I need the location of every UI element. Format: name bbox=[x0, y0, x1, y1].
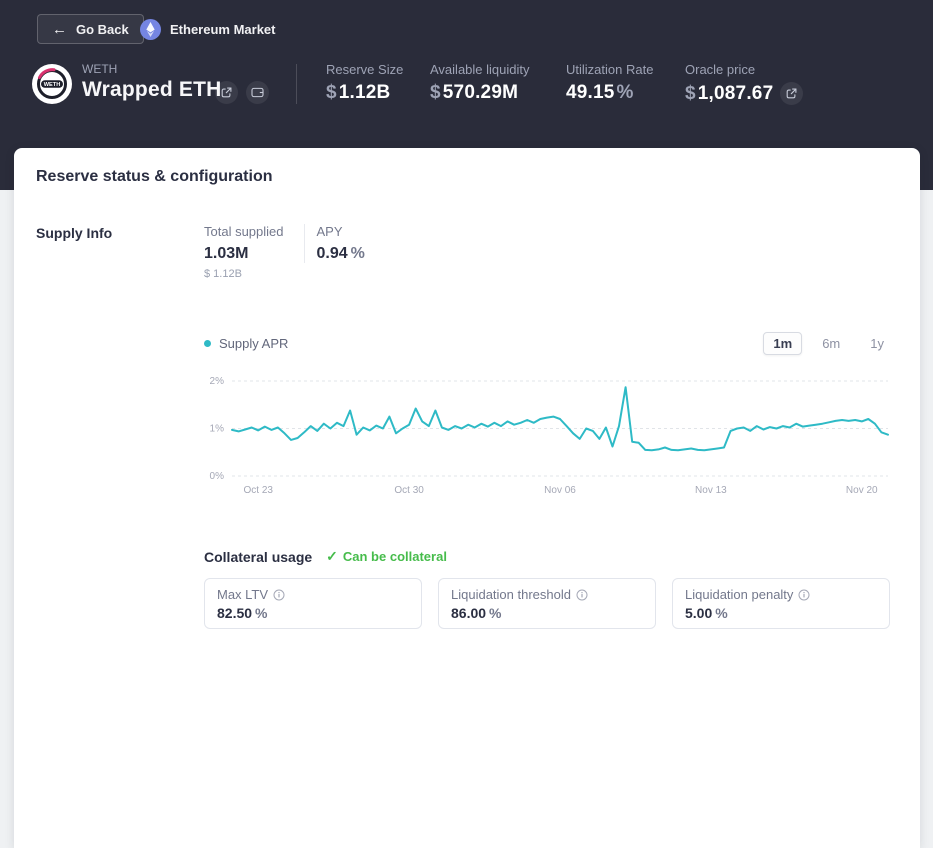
go-back-button[interactable]: ← Go Back bbox=[37, 14, 144, 44]
stat-utilization-rate: Utilization Rate 49.15% bbox=[566, 62, 654, 103]
info-icon[interactable] bbox=[273, 589, 285, 601]
supply-metrics: Total supplied 1.03M $ 1.12B APY 0.94% bbox=[204, 224, 898, 280]
svg-text:Oct 23: Oct 23 bbox=[244, 485, 274, 496]
svg-text:1%: 1% bbox=[210, 424, 225, 435]
stat-label: Oracle price bbox=[685, 62, 756, 77]
liquidation-penalty-box: Liquidation penalty 5.00% bbox=[672, 578, 890, 629]
external-link-button[interactable] bbox=[215, 81, 238, 104]
svg-text:2%: 2% bbox=[210, 376, 225, 387]
range-6m-button[interactable]: 6m bbox=[822, 336, 841, 351]
svg-text:0%: 0% bbox=[210, 471, 225, 482]
stat-available-liquidity: Available liquidity $570.29M bbox=[430, 62, 530, 103]
stat-value: 1.12B bbox=[338, 82, 391, 103]
header-divider bbox=[296, 64, 297, 104]
time-range-selector: 1m 6m 1y bbox=[763, 332, 894, 355]
collateral-usage-label: Collateral usage bbox=[204, 548, 313, 565]
max-ltv-box: Max LTV 82.50% bbox=[204, 578, 422, 629]
metric-apy: APY 0.94% bbox=[303, 224, 385, 263]
token-symbol: WETH bbox=[82, 62, 118, 76]
stat-value: 570.29M bbox=[442, 82, 519, 103]
svg-text:Nov 06: Nov 06 bbox=[544, 485, 576, 496]
check-icon: ✓ bbox=[326, 548, 338, 564]
go-back-label: Go Back bbox=[76, 21, 129, 37]
info-icon[interactable] bbox=[576, 589, 588, 601]
legend-label: Supply APR bbox=[219, 336, 289, 351]
stat-reserve-size: Reserve Size $1.12B bbox=[326, 62, 404, 103]
range-1y-button[interactable]: 1y bbox=[870, 336, 884, 351]
market-name: Ethereum Market bbox=[170, 21, 276, 37]
oracle-external-link-button[interactable] bbox=[780, 82, 804, 105]
stat-value: 1,087.67 bbox=[697, 82, 774, 104]
svg-text:WETH: WETH bbox=[44, 82, 60, 88]
svg-text:Nov 20: Nov 20 bbox=[846, 485, 878, 496]
metric-total-supplied: Total supplied 1.03M $ 1.12B bbox=[204, 224, 284, 280]
legend-dot-icon bbox=[204, 340, 211, 347]
stat-label: Available liquidity bbox=[430, 62, 530, 77]
collateral-status-badge: ✓ Can be collateral bbox=[326, 548, 447, 564]
breadcrumb[interactable]: Ethereum Market bbox=[140, 14, 275, 44]
weth-token-icon: WETH bbox=[32, 64, 72, 104]
token-name: Wrapped ETH bbox=[82, 78, 222, 101]
svg-text:Nov 13: Nov 13 bbox=[695, 485, 727, 496]
range-1m-button[interactable]: 1m bbox=[763, 332, 803, 355]
card-title: Reserve status & configuration bbox=[36, 168, 273, 185]
info-icon[interactable] bbox=[798, 589, 810, 601]
liquidation-threshold-box: Liquidation threshold 86.00% bbox=[438, 578, 656, 629]
stat-label: Utilization Rate bbox=[566, 62, 654, 77]
chart-legend: Supply APR bbox=[204, 336, 288, 351]
supply-info-label: Supply Info bbox=[36, 225, 113, 241]
ethereum-icon bbox=[140, 18, 161, 40]
supply-apr-chart: 0% 1% 2% Oct 23 Oct 30 Nov 06 Nov 13 Nov 20 bbox=[204, 373, 898, 504]
stat-value: 49.15 bbox=[566, 82, 615, 103]
stat-oracle-price: Oracle price $1,087.67 bbox=[685, 62, 804, 105]
reserve-config-card: Reserve status & configuration Supply In… bbox=[14, 148, 920, 848]
svg-text:Oct 30: Oct 30 bbox=[394, 485, 424, 496]
stat-label: Reserve Size bbox=[326, 62, 404, 77]
wallet-button[interactable] bbox=[246, 81, 269, 104]
back-arrow-icon: ← bbox=[52, 20, 67, 38]
